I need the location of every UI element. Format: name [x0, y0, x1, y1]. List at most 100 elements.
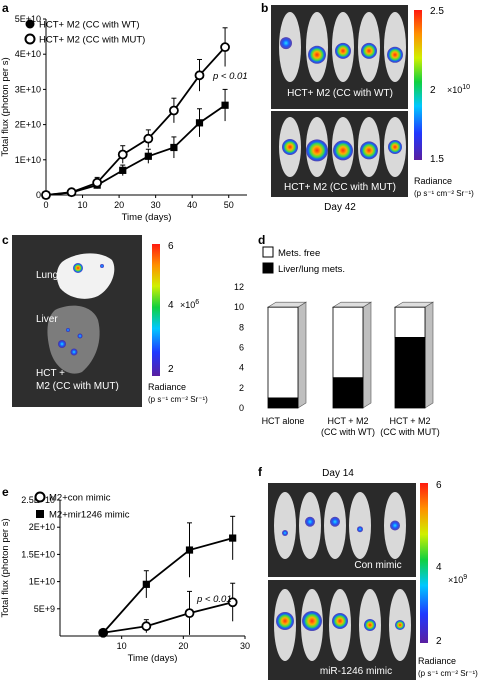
- x-axis-label: Time (days): [128, 653, 178, 664]
- colorbar-b: [414, 10, 422, 160]
- y-tick-label: 1E+10: [29, 577, 55, 587]
- y-tick-label: 5E+10: [15, 14, 41, 24]
- colorbar-f-unit: ×109: [448, 574, 467, 585]
- mice-b-top: [279, 12, 406, 82]
- colorbar-f: [420, 483, 428, 643]
- tumor-signal: [308, 45, 326, 64]
- category-label: HCT + M2: [389, 416, 430, 426]
- lung-signal: [73, 263, 83, 273]
- y-tick-label: 5E+9: [34, 604, 55, 614]
- colorbar-c: [152, 244, 160, 376]
- liver-signal-3: [77, 333, 83, 339]
- tumor-signal: [360, 141, 378, 160]
- series-line: [45, 104, 226, 196]
- y-axis-label: Total flux (photon per s): [0, 518, 11, 617]
- legend-label: HCT+ M2 (CC with WT): [39, 20, 140, 31]
- lung-label: Lung: [36, 270, 58, 281]
- y-axis-label: Total flux (photon per s): [0, 57, 11, 156]
- data-point: [99, 629, 107, 637]
- y-tick-label: 1.5E+10: [21, 549, 55, 559]
- colorbar-c-mid: 4: [168, 300, 174, 311]
- tumor-signal: [332, 613, 348, 629]
- p-value-annotation: p < 0.01: [212, 71, 248, 82]
- panel-letter-d: d: [258, 233, 265, 247]
- imaging-c-caption-1: HCT +: [36, 368, 65, 379]
- data-point: [185, 546, 194, 554]
- x-tick-label: 10: [78, 200, 88, 210]
- data-point: [220, 42, 230, 53]
- panel-letter-f: f: [258, 465, 263, 479]
- tumor-signal: [335, 42, 351, 59]
- bar-mets: [332, 377, 364, 409]
- tumor-signal: [395, 620, 405, 630]
- data-point: [221, 101, 229, 109]
- legend-marker: [36, 510, 44, 518]
- data-point: [184, 608, 195, 619]
- legend-swatch: [262, 262, 274, 274]
- data-point: [195, 119, 204, 127]
- data-point: [41, 190, 51, 200]
- bar-mets-free: [332, 306, 364, 379]
- tumor-signal: [280, 37, 292, 50]
- bar-side: [424, 301, 434, 409]
- tumor-signal: [276, 612, 294, 630]
- tumor-signal: [333, 140, 353, 161]
- radiance-c-units: (p s⁻¹ cm⁻² Sr⁻¹): [148, 395, 208, 404]
- radiance-b-units: (p s⁻¹ cm⁻² Sr⁻¹): [414, 189, 474, 198]
- x-tick-label: 0: [43, 200, 48, 210]
- data-point: [92, 177, 103, 188]
- y-tick-label: 2: [239, 383, 244, 393]
- bar-side: [297, 301, 307, 409]
- bar-mets: [267, 397, 299, 409]
- liver-signal-1: [58, 340, 66, 348]
- bar-mets: [394, 337, 426, 409]
- category-label: HCT alone: [262, 416, 305, 426]
- p-value-annotation: p < 0.01: [196, 594, 232, 605]
- colorbar-f-max: 6: [436, 480, 442, 491]
- panel-letter-e: e: [2, 485, 9, 499]
- colorbar-c-min: 2: [168, 364, 174, 375]
- tumor-signal: [361, 42, 377, 59]
- data-point: [170, 143, 178, 152]
- imaging-f-top-label: Con mimic: [354, 560, 401, 571]
- colorbar-b-min: 1.5: [430, 154, 444, 165]
- legend-label: Liver/lung mets.: [278, 264, 345, 275]
- x-axis-label: Time (days): [122, 212, 172, 223]
- tumor-signal: [282, 530, 288, 536]
- mice-f-top: [274, 492, 406, 559]
- y-tick-label: 3E+10: [15, 84, 41, 94]
- y-tick-label: 4: [239, 363, 244, 373]
- x-tick-label: 30: [151, 200, 161, 210]
- tumor-signal: [302, 611, 322, 631]
- data-point: [142, 580, 150, 588]
- category-label: (CC with WT): [321, 427, 375, 437]
- x-tick-label: 20: [178, 641, 188, 651]
- data-point: [227, 597, 238, 608]
- y-tick-label: 4E+10: [15, 49, 41, 59]
- imaging-f-day: Day 14: [322, 468, 354, 479]
- lung-signal-2: [100, 264, 104, 268]
- liver-tissue: [47, 305, 100, 374]
- colorbar-f-min: 2: [436, 636, 442, 647]
- y-tick-label: 12: [234, 282, 244, 292]
- x-tick-label: 20: [114, 200, 124, 210]
- tumor-signal: [388, 140, 402, 154]
- radiance-f-title: Radiance: [418, 656, 456, 666]
- series-line: [103, 601, 233, 634]
- category-label: (CC with MUT): [380, 427, 440, 437]
- mouse-body: [349, 492, 371, 559]
- mouse-body: [274, 492, 296, 559]
- liver-signal-4: [66, 328, 70, 332]
- panel-letter-a: a: [2, 1, 9, 15]
- legend-label: Mets. free: [278, 248, 320, 259]
- legend-label: M2+mir1246 mimic: [49, 510, 130, 521]
- x-tick-label: 50: [224, 200, 234, 210]
- lung-tissue: [56, 253, 115, 299]
- y-tick-label: 0: [36, 190, 41, 200]
- radiance-c-title: Radiance: [148, 382, 186, 392]
- tumor-signal: [387, 46, 403, 63]
- y-tick-label: 10: [234, 302, 244, 312]
- y-tick-label: 2E+10: [29, 522, 55, 532]
- data-point: [66, 187, 77, 198]
